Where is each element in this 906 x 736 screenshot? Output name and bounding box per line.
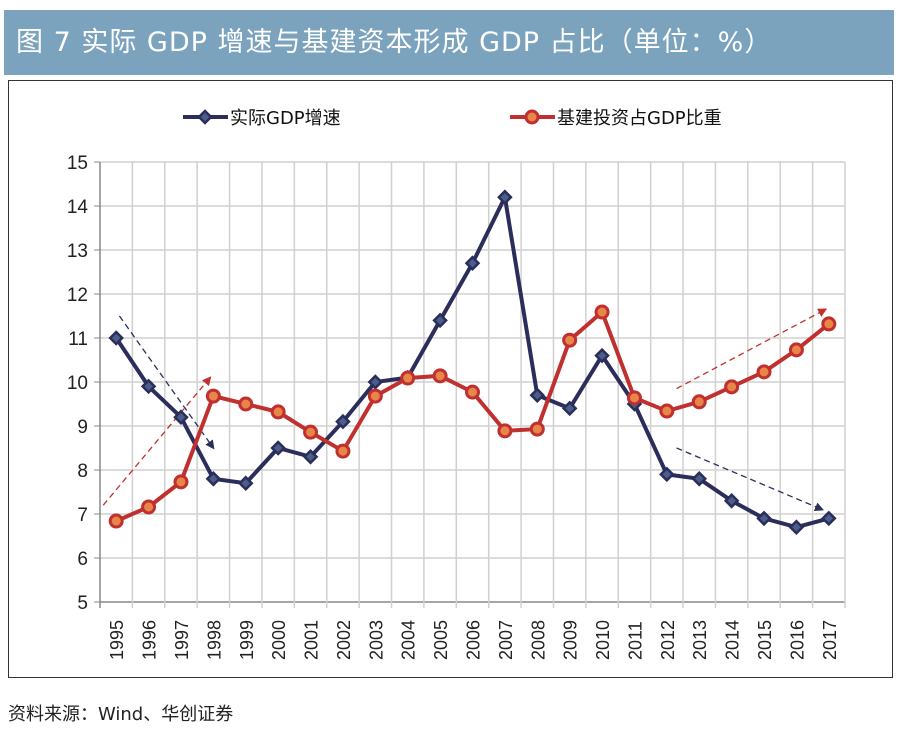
data-point-infra <box>173 474 189 490</box>
data-point-gdp <box>821 510 837 527</box>
x-tick-label: 2014 <box>723 620 743 660</box>
y-tick-label: 14 <box>67 197 89 218</box>
data-point-infra <box>594 304 610 320</box>
x-tick-label: 2007 <box>496 620 516 660</box>
data-point-gdp <box>723 493 740 509</box>
data-point-gdp <box>432 312 448 329</box>
x-tick-label: 1996 <box>140 620 160 660</box>
data-point-infra <box>205 388 221 404</box>
y-tick-label: 11 <box>68 329 88 350</box>
y-tick-label: 6 <box>77 549 88 570</box>
x-tick-label: 2003 <box>366 620 386 660</box>
x-tick-label: 2002 <box>334 620 354 660</box>
legend-marker-circle <box>524 109 540 125</box>
y-tick-label: 7 <box>77 505 88 526</box>
y-tick-label: 8 <box>77 461 88 482</box>
x-tick-label: 2013 <box>690 620 710 660</box>
x-tick-label: 2006 <box>464 620 484 660</box>
data-point-infra <box>724 379 740 395</box>
y-tick-label: 10 <box>67 373 88 394</box>
data-point-infra <box>270 404 286 420</box>
legend-label: 基建投资占GDP比重 <box>557 108 722 129</box>
legend-label: 实际GDP增速 <box>230 108 341 129</box>
x-tick-label: 2011 <box>625 621 645 660</box>
source-note: 资料来源：Wind、华创证券 <box>8 704 234 725</box>
data-point-gdp <box>788 519 805 535</box>
trend-arrow <box>676 308 828 390</box>
y-tick-label: 13 <box>67 241 88 262</box>
data-point-gdp <box>367 374 384 390</box>
data-point-infra <box>497 423 513 439</box>
data-point-gdp <box>691 471 708 487</box>
trend-arrow <box>676 447 825 511</box>
data-point-gdp <box>594 347 610 364</box>
series-line-0 <box>114 190 830 530</box>
legend-marker-diamond <box>197 109 213 125</box>
data-point-infra <box>303 424 319 440</box>
data-point-infra <box>562 332 578 348</box>
data-point-gdp <box>561 400 578 417</box>
x-tick-label: 1998 <box>204 620 224 660</box>
data-point-infra <box>756 364 772 380</box>
x-tick-label: 2016 <box>787 620 807 660</box>
data-point-gdp <box>140 378 157 395</box>
x-tick-label: 2000 <box>269 620 289 660</box>
data-point-infra <box>335 443 351 459</box>
y-tick-label: 9 <box>77 417 88 438</box>
data-point-infra <box>108 513 124 529</box>
y-tick-label: 12 <box>67 285 88 306</box>
data-point-gdp <box>464 255 481 271</box>
data-point-infra <box>400 370 416 386</box>
data-point-infra <box>432 368 448 384</box>
x-tick-label: 1999 <box>237 620 257 660</box>
data-point-gdp <box>529 387 546 403</box>
x-tick-label: 2017 <box>820 620 840 660</box>
y-tick-label: 15 <box>67 153 88 174</box>
data-point-gdp <box>205 471 222 487</box>
data-point-gdp <box>237 475 254 491</box>
data-point-gdp <box>335 413 351 430</box>
data-point-infra <box>238 396 254 412</box>
data-point-infra <box>626 390 642 406</box>
data-point-infra <box>465 384 480 400</box>
data-point-gdp <box>302 449 319 465</box>
x-tick-label: 2004 <box>399 620 419 660</box>
x-tick-label: 2008 <box>528 620 548 660</box>
x-tick-label: 2015 <box>755 620 775 660</box>
x-tick-label: 1995 <box>107 620 127 660</box>
data-point-gdp <box>173 409 189 425</box>
series-line-1 <box>115 308 831 523</box>
figure-title: 图 7 实际 GDP 增速与基建资本形成 GDP 占比（单位：%） <box>4 10 894 75</box>
data-point-infra <box>141 499 157 515</box>
data-point-gdp <box>659 466 675 483</box>
data-point-gdp <box>270 440 286 456</box>
trend-arrow <box>118 315 215 450</box>
x-tick-label: 2001 <box>302 620 322 660</box>
x-tick-label: 2009 <box>561 620 581 660</box>
data-point-gdp <box>756 510 772 527</box>
data-point-infra <box>691 394 707 410</box>
data-point-infra <box>529 421 545 437</box>
chart-frame <box>8 80 893 678</box>
data-point-infra <box>367 388 383 404</box>
x-tick-label: 2010 <box>593 620 613 660</box>
trend-arrow <box>102 376 212 506</box>
y-tick-label: 5 <box>77 593 88 614</box>
data-point-gdp <box>497 189 513 205</box>
x-tick-label: 1997 <box>172 620 192 660</box>
x-tick-label: 2005 <box>431 620 451 660</box>
data-point-infra <box>788 342 804 358</box>
data-point-infra <box>821 316 837 332</box>
data-point-gdp <box>108 330 124 346</box>
x-tick-label: 2012 <box>658 620 678 660</box>
data-point-infra <box>659 403 675 419</box>
